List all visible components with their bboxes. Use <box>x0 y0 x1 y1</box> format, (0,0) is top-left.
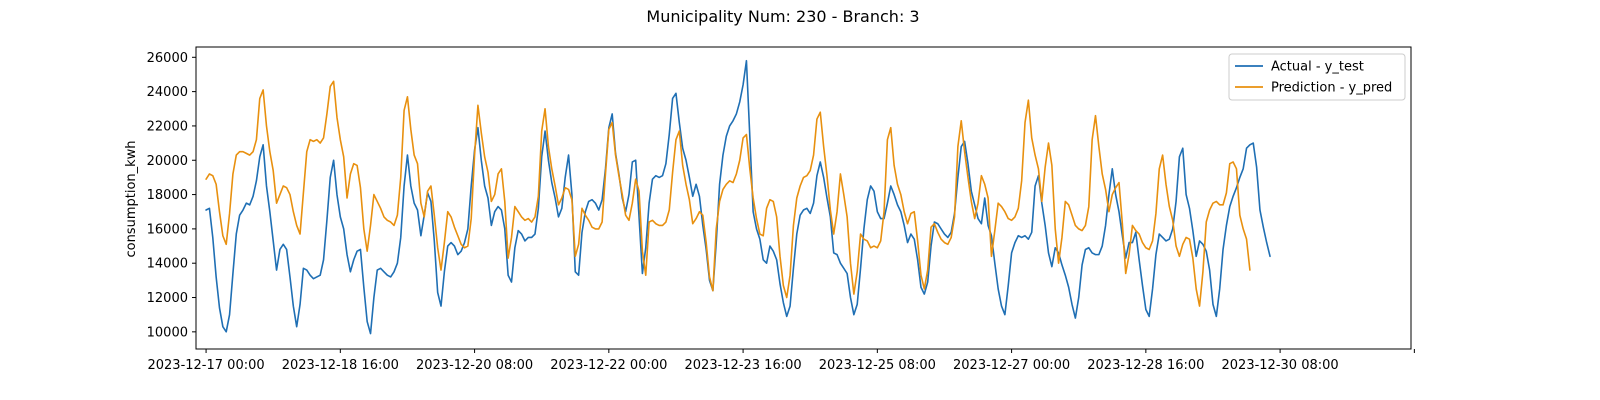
x-tick-label: 2023-12-18 16:00 <box>282 358 399 373</box>
x-axis: 2023-12-17 00:00 2023-12-18 16:00 2023-12-… <box>147 349 1415 373</box>
legend-label: Prediction - y_pred <box>1271 81 1392 96</box>
x-tick-label: 2023-12-23 16:00 <box>685 358 802 373</box>
series-line-actual <box>205 59 1271 335</box>
x-tick-label: 2023-12-27 00:00 <box>953 358 1070 373</box>
legend-label: Actual - y_test <box>1271 60 1364 75</box>
plot-frame <box>195 46 1412 350</box>
x-tick-label: 2023-12-28 16:00 <box>1087 358 1204 373</box>
x-tick-label: 2023-12-25 08:00 <box>819 358 936 373</box>
legend-box <box>1228 53 1406 101</box>
y-tick-label: 18000 <box>147 188 188 203</box>
y-tick-label: 20000 <box>147 154 188 169</box>
series-line-prediction <box>205 80 1251 307</box>
y-tick-label: 26000 <box>147 51 188 66</box>
y-tick-label: 12000 <box>147 291 188 306</box>
y-axis-title: consumption_kwh <box>124 140 139 257</box>
y-tick-label: 10000 <box>147 325 188 340</box>
legend: Actual - y_test Prediction - y_pred <box>1228 53 1406 101</box>
x-tick-label: 2023-12-22 00:00 <box>550 358 667 373</box>
x-tick-label: 2023-12-30 08:00 <box>1222 358 1339 373</box>
chart-title: Municipality Num: 230 - Branch: 3 <box>646 7 919 26</box>
y-tick-label: 14000 <box>147 257 188 272</box>
x-tick-label: 2023-12-17 00:00 <box>147 358 264 373</box>
plot-area <box>195 46 1412 350</box>
y-tick-label: 22000 <box>147 119 188 134</box>
y-tick-label: 24000 <box>147 85 188 100</box>
y-tick-label: 16000 <box>147 222 188 237</box>
y-axis: 10000 12000 14000 16000 18000 20000 22000 24000… <box>147 51 196 340</box>
x-tick-label: 2023-12-20 08:00 <box>416 358 533 373</box>
